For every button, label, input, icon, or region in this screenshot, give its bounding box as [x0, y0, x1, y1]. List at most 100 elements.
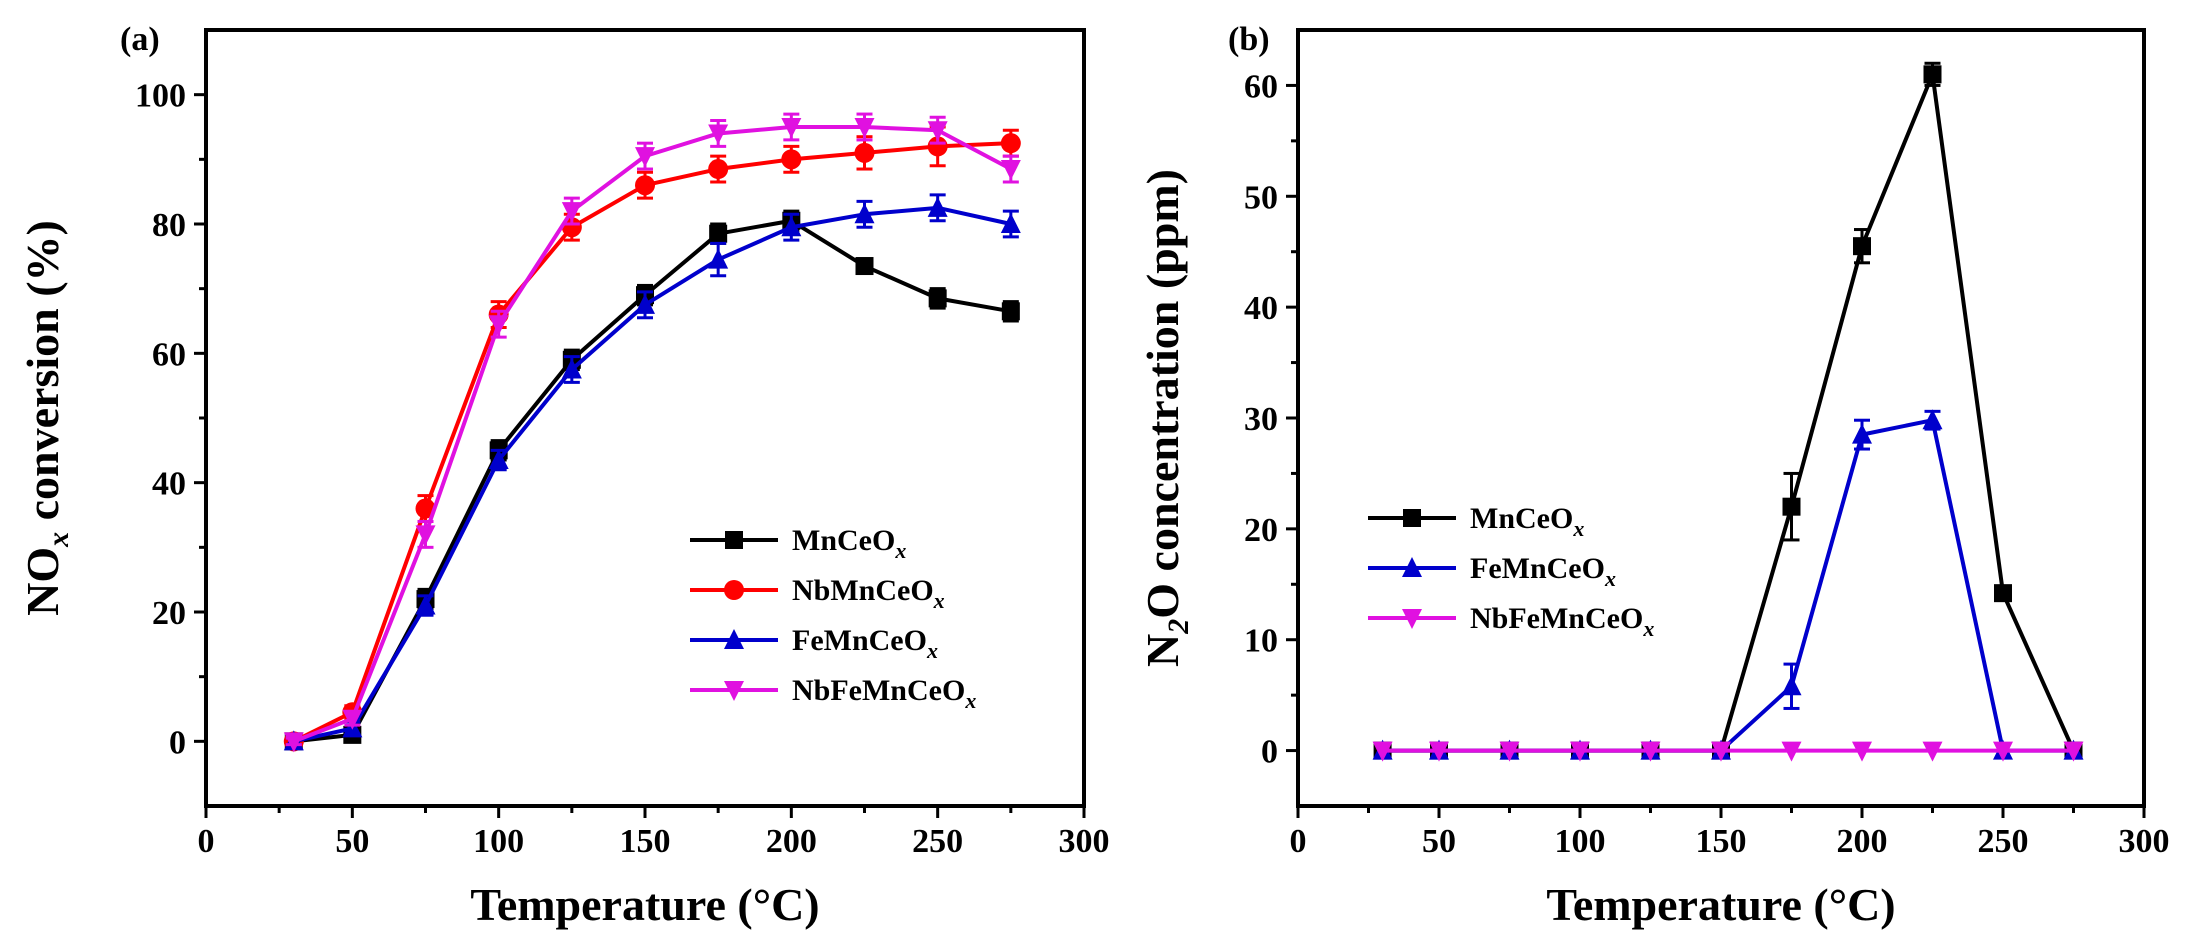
axis-ticks-a: 0 50 100 150 200 250 300 0 20 40 60 80 100: [135, 78, 1110, 860]
data-point-nbfemnceo: [1000, 160, 1021, 181]
panel-label-b: (b): [1228, 21, 1270, 58]
y-axis-label-a-sub: x: [42, 532, 75, 548]
y-axis-label-a-main: NO: [17, 547, 68, 616]
data-point-femnceo: [781, 216, 802, 237]
y-axis-label-a-rest: conversion (%): [17, 220, 68, 532]
series-layer-a: [283, 112, 1021, 753]
chart-panel-b: (b) 0 50 100 150 200 250 300 0 10 20 30 40 50 60 Temp…: [1137, 21, 2170, 930]
data-point-nbfemnceo: [635, 147, 655, 168]
data-point-nbfemnceo: [488, 315, 509, 336]
data-point-nbfemnceo: [1429, 741, 1449, 762]
data-point-nbfemnceo: [561, 202, 582, 223]
data-point-mnceo: [1853, 237, 1871, 256]
data-point-nbfemnceo: [781, 118, 802, 138]
x-tick-label: 0: [198, 823, 215, 860]
y-axis-label-b-rest: O concentration (ppm): [1137, 169, 1188, 619]
data-point-nbfemnceo: [1372, 741, 1393, 762]
legend-label-nbmnceo: NbMnCeOx: [792, 574, 945, 613]
data-point-mnceo: [855, 257, 874, 276]
legend-label-femnceo: FeMnCeOx: [1470, 552, 1616, 591]
x-tick-label: 150: [1696, 823, 1747, 860]
y-tick-label: 0: [169, 724, 186, 761]
data-point-nbfemnceo: [2063, 741, 2084, 762]
y-axis-label-b-main: N: [1137, 634, 1188, 667]
data-point-nbfemnceo: [283, 732, 304, 753]
data-point-nbmnceo: [635, 175, 655, 196]
legend-label-nbfemnceo: NbFeMnCeOx: [792, 674, 976, 713]
legend-label-sub: x: [964, 688, 976, 713]
y-axis-label-a: NOx conversion (%): [17, 220, 75, 616]
x-tick-label: 100: [1555, 823, 1606, 860]
legend-marker-mnceo: [725, 531, 743, 549]
x-tick-label: 50: [1422, 823, 1456, 860]
legend-label-main: MnCeO: [792, 524, 895, 557]
series-line-mnceo: [1382, 72, 2076, 753]
data-point-nbmnceo: [708, 159, 729, 180]
x-tick-label: 250: [912, 823, 963, 860]
data-point-nbmnceo: [927, 136, 948, 157]
data-point-femnceo: [488, 449, 509, 470]
axis-ticks-b: 0 50 100 150 200 250 300 0 10 20 30 40 50 60: [1244, 68, 2170, 860]
x-tick-label: 0: [1290, 823, 1307, 860]
data-point-nbfemnceo: [1499, 741, 1520, 762]
data-point-nbfemnceo: [415, 525, 436, 546]
data-point-femnceo: [708, 248, 729, 269]
legend-label-main: NbFeMnCeO: [1470, 602, 1643, 635]
legend-label-main: FeMnCeO: [1470, 552, 1605, 585]
data-point-femnceo: [1000, 213, 1021, 233]
data-point-nbmnceo: [415, 498, 436, 519]
y-tick-label: 10: [1244, 623, 1278, 660]
legend-label-mnceo: MnCeOx: [792, 524, 906, 563]
y-tick-label: 0: [1261, 734, 1278, 771]
panel-label-a: (a): [120, 21, 160, 58]
data-point-mnceo: [1994, 584, 2012, 603]
legend-marker-nbmnceo: [724, 580, 744, 600]
legend-marker-femnceo: [1402, 557, 1422, 577]
legend-marker-femnceo: [724, 629, 744, 649]
data-point-nbmnceo: [1000, 133, 1021, 154]
data-point-nbfemnceo: [1640, 741, 1661, 762]
x-tick-label: 200: [1837, 823, 1888, 860]
data-point-nbfemnceo: [1711, 741, 1731, 762]
legend-label-sub: x: [894, 538, 906, 563]
data-point-mnceo: [928, 289, 947, 308]
y-tick-label: 80: [152, 207, 186, 244]
y-tick-label: 60: [1244, 68, 1278, 105]
legend-label-main: FeMnCeO: [792, 624, 927, 657]
legend-label-sub: x: [1642, 616, 1654, 641]
y-tick-label: 40: [1244, 290, 1278, 327]
x-tick-label: 200: [766, 823, 817, 860]
data-point-nbfemnceo: [927, 121, 948, 142]
legend-label-sub: x: [1572, 516, 1584, 541]
legend-label-main: NbMnCeO: [792, 574, 934, 607]
data-point-nbfemnceo: [854, 118, 875, 138]
legend-marker-nbfemnceo: [724, 681, 744, 701]
data-point-nbfemnceo: [1781, 741, 1802, 762]
legend-marker-nbfemnceo: [1402, 609, 1422, 629]
data-point-nbmnceo: [854, 142, 875, 163]
x-tick-label: 100: [473, 823, 524, 860]
data-point-femnceo: [927, 196, 948, 217]
data-point-nbmnceo: [781, 149, 802, 170]
y-tick-label: 20: [1244, 512, 1278, 549]
series-layer-b: [1372, 61, 2084, 762]
x-axis-label-a: Temperature (°C): [470, 879, 819, 930]
legend-label-main: MnCeO: [1470, 502, 1573, 535]
data-point-nbfemnceo: [1570, 741, 1590, 762]
y-tick-label: 100: [135, 78, 186, 115]
y-tick-label: 40: [152, 466, 186, 503]
data-point-mnceo: [1001, 302, 1020, 321]
y-tick-label: 60: [152, 336, 186, 373]
data-point-femnceo: [1922, 409, 1943, 430]
data-point-nbfemnceo: [1852, 741, 1872, 762]
data-point-femnceo: [415, 594, 436, 615]
legend-marker-mnceo: [1403, 509, 1421, 527]
y-axis-label-b: N2O concentration (ppm): [1137, 169, 1195, 667]
x-tick-label: 300: [2119, 823, 2170, 860]
chart-panel-a: (a) 0 50 100 150 200 250 300 0 20 40 60 80 100 Tempe…: [17, 21, 1110, 930]
legend-label-main: NbFeMnCeO: [792, 674, 965, 707]
data-point-femnceo: [635, 293, 655, 314]
